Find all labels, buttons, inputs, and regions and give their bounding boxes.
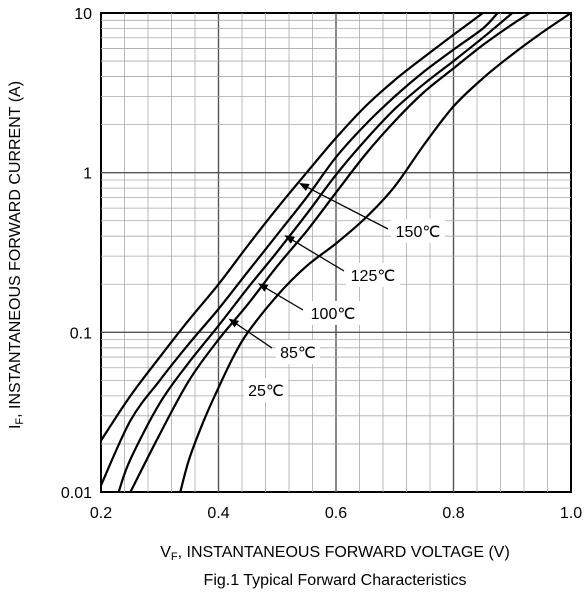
x-tick-label: 0.2	[90, 505, 112, 522]
y-tick-label: 0.01	[61, 485, 92, 502]
annotation-arrow	[284, 235, 345, 272]
y-tick-label: 0.1	[70, 325, 92, 342]
annotation-label: 125℃	[351, 268, 396, 285]
x-axis-title: VF, INSTANTANEOUS FORWARD VOLTAGE (V)	[160, 544, 510, 563]
x-tick-label: 1.0	[560, 505, 582, 522]
grid	[100, 12, 572, 493]
annotation-label: 100℃	[311, 306, 356, 323]
x-tick-label: 0.8	[442, 505, 464, 522]
y-tick-label: 10	[74, 6, 92, 23]
annotation-label: 25℃	[248, 383, 284, 400]
annotation-label: 85℃	[280, 345, 316, 362]
y-tick-label: 1	[83, 166, 92, 183]
annotation-background	[346, 263, 400, 287]
annotation-background	[391, 219, 445, 243]
annotation-background	[306, 301, 360, 325]
y-axis-title: IF, INSTANTANEOUS FORWARD CURRENT (A)	[7, 81, 26, 429]
annotation-arrow	[257, 283, 304, 311]
series-line-100c	[117, 12, 514, 493]
annotation-background	[244, 378, 288, 402]
series-line-150c	[100, 12, 484, 442]
annotation-arrow	[228, 318, 273, 349]
annotation-background	[276, 340, 320, 364]
x-tick-label: 0.4	[207, 505, 229, 522]
figure-caption: Fig.1 Typical Forward Characteristics	[204, 572, 467, 589]
tick-labels: 0.2 0.4 0.6 0.8 1.0 0.01 0.1 1 10	[61, 6, 582, 522]
annotation-label: 150℃	[396, 224, 441, 241]
x-tick-label: 0.6	[325, 505, 347, 522]
series-line-125c	[99, 12, 499, 486]
annotation-arrow	[298, 183, 389, 230]
annotations: 150℃ 125℃ 100℃ 85℃ 25℃	[228, 183, 445, 402]
series-line-25c	[179, 12, 572, 493]
curves	[99, 12, 572, 493]
series-line-85c	[129, 12, 531, 493]
